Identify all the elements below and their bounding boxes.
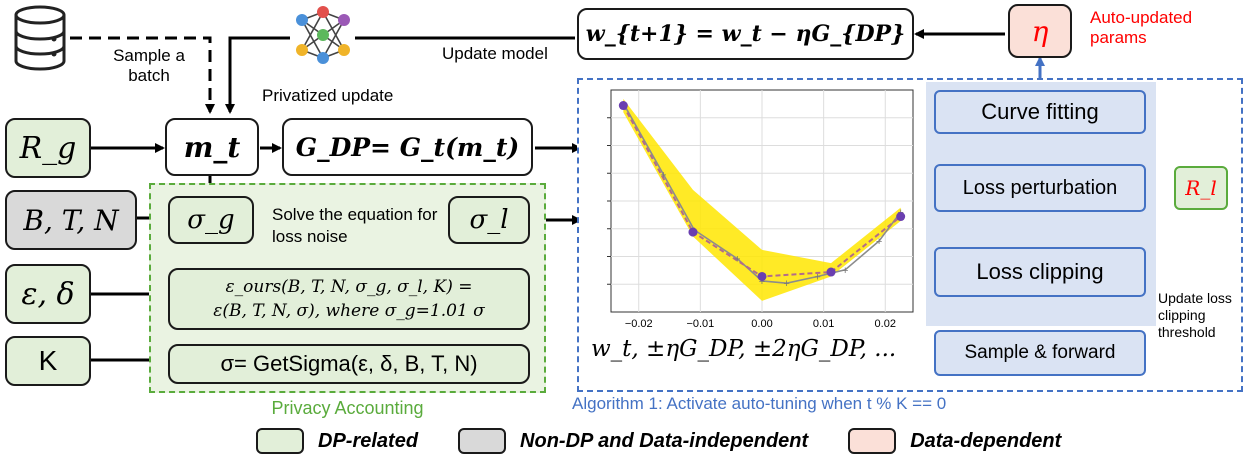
fitted-point — [618, 101, 628, 111]
loss-clipping-label: Loss clipping — [976, 259, 1104, 284]
solve-equation-label: Solve the equation for loss noise — [272, 205, 438, 246]
sequence-label: w_t, ±ηG_DP, ±2ηG_DP, ... — [591, 336, 897, 362]
getsigma-box: σ= GetSigma(ε, δ, B, T, N) — [168, 344, 530, 384]
eta-box: η — [1008, 4, 1072, 58]
eps-delta-box: ε, δ — [5, 264, 91, 324]
update-model-arrow — [230, 36, 575, 112]
privatized-update-label: Privatized update — [262, 86, 394, 105]
sample-forward-label: Sample & forward — [964, 342, 1116, 363]
update-clip-label: Update loss clipping threshold — [1158, 290, 1232, 340]
neural-network-icon — [296, 6, 350, 64]
privacy-equation-line2: ε(B, T, N, σ), where σ_g=1.01 σ — [213, 301, 485, 321]
k-box: K — [5, 336, 91, 386]
perturbed-point: + — [660, 169, 666, 181]
curve-fitting-box: Curve fitting — [934, 90, 1146, 134]
mt-box: m_t — [165, 118, 259, 176]
fitted-point — [688, 227, 698, 237]
x-tick-label: 0.00 — [751, 318, 772, 330]
legend-item-nondp: Non-DP and Data-independent — [458, 428, 808, 454]
algorithm-caption: Algorithm 1: Activate auto-tuning when t… — [572, 394, 947, 413]
eps-delta-label: ε, δ — [21, 276, 75, 312]
perturbed-point: + — [734, 254, 740, 266]
legend-label-nondp: Non-DP and Data-independent — [520, 429, 809, 452]
sigma-l-box: σ_l — [448, 196, 530, 244]
curve-fitting-label: Curve fitting — [981, 99, 1099, 124]
sequence-text: w_t, ±ηG_DP, ±2ηG_DP, ... — [591, 336, 896, 362]
sigma-l-label: σ_l — [469, 205, 509, 235]
loss-curve-chart: ++++++++++ −0.02−0.010.000.010.02 — [607, 89, 914, 330]
sample-batch-label: Sample a batch — [113, 46, 185, 85]
perturbed-point: + — [842, 265, 848, 277]
sample-batch-arrow — [70, 36, 215, 114]
x-tick-label: 0.02 — [875, 318, 896, 330]
update-equation-box: w_{t+1} = w_t − ηG_{DP} — [577, 8, 914, 60]
uncertainty-band — [623, 98, 901, 301]
perturbed-point: + — [876, 236, 882, 248]
gdp-label: G_DP= G_t(m_t) — [295, 132, 520, 162]
legend-swatch-dp — [256, 428, 304, 454]
legend-item-data: Data-dependent — [848, 428, 1061, 454]
mt-label: m_t — [183, 130, 241, 164]
rg-box: R_g — [5, 118, 91, 178]
privacy-accounting-label: Privacy Accounting — [271, 398, 424, 418]
x-tick-label: −0.01 — [686, 318, 714, 330]
rg-label: R_g — [19, 130, 77, 166]
sigma-g-label: σ_g — [187, 205, 235, 235]
fitted-point — [826, 267, 836, 277]
fitted-point — [757, 271, 767, 281]
loss-clipping-box: Loss clipping — [934, 247, 1146, 297]
fitted-point — [896, 212, 906, 222]
update-model-label: Update model — [442, 44, 548, 63]
legend-swatch-data — [848, 428, 897, 454]
btn-label: B, T, N — [23, 203, 119, 237]
k-label: K — [38, 345, 58, 376]
legend-swatch-nondp — [458, 428, 507, 454]
sample-forward-box: Sample & forward — [934, 330, 1146, 376]
eta-symbol: η — [1031, 14, 1049, 48]
auto-updated-label: Auto-updated params — [1090, 8, 1193, 47]
perturbed-series-line — [622, 102, 902, 284]
database-icon — [14, 5, 66, 71]
rl-box: R_l — [1174, 166, 1228, 210]
x-tick-label: −0.02 — [625, 318, 653, 330]
legend: DP-related Non-DP and Data-independent D… — [256, 428, 1061, 454]
update-equation: w_{t+1} = w_t − ηG_{DP} — [585, 21, 906, 47]
getsigma-label: σ= GetSigma(ε, δ, B, T, N) — [220, 351, 478, 376]
chart-ticks: −0.02 −0.01 0.00 0.01 0.02 — [607, 117, 896, 330]
rl-label: R_l — [1185, 176, 1217, 200]
legend-label-dp: DP-related — [318, 429, 419, 452]
legend-label-data: Data-dependent — [910, 429, 1062, 452]
perturbed-point: + — [783, 278, 789, 290]
privacy-equation-box: ε_ours(B, T, N, σ_g, σ_l, K) = ε(B, T, N… — [168, 268, 530, 330]
sigma-g-box: σ_g — [168, 196, 254, 244]
perturbed-point: + — [814, 271, 820, 283]
legend-item-dp: DP-related — [256, 428, 418, 454]
loss-perturbation-box: Loss perturbation — [934, 164, 1146, 212]
perturbed-point: + — [759, 276, 765, 288]
privacy-equation-line1: ε_ours(B, T, N, σ_g, σ_l, K) = — [225, 277, 473, 297]
x-tick-label: 0.01 — [813, 318, 834, 330]
gdp-box: G_DP= G_t(m_t) — [282, 118, 533, 176]
chart-markers: ++++++++++ — [618, 98, 906, 290]
loss-perturbation-label: Loss perturbation — [962, 176, 1118, 199]
btn-box: B, T, N — [5, 190, 137, 250]
